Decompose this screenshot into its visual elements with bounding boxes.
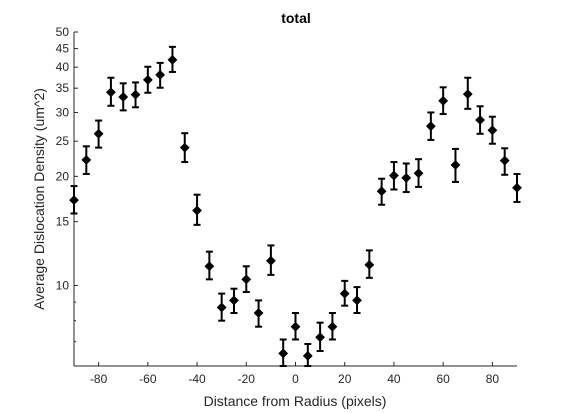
x-tick-label: -20 (238, 372, 256, 386)
data-point (302, 350, 313, 361)
data-point (204, 261, 215, 272)
data-point (364, 259, 375, 270)
data-point (401, 173, 412, 183)
data-point (69, 195, 79, 206)
y-tick-label: 30 (56, 105, 70, 119)
data-point (475, 115, 485, 125)
y-tick-label: 15 (56, 215, 70, 229)
data-point (327, 321, 338, 332)
y-tick-label: 25 (56, 134, 70, 148)
x-tick-label: -60 (139, 372, 157, 386)
data-point (241, 274, 252, 285)
data-point (499, 155, 510, 166)
y-tick-label: 10 (56, 279, 70, 293)
x-tick-label: 0 (292, 372, 299, 386)
data-point (462, 89, 473, 100)
x-axis-label: Distance from Radius (pixels) (204, 393, 387, 409)
data-point (425, 121, 436, 132)
data-point (192, 205, 202, 216)
data-point (229, 295, 239, 306)
y-tick-label: 20 (56, 169, 70, 183)
chart-title: total (281, 10, 311, 26)
data-point (142, 74, 153, 85)
data-point (179, 142, 190, 153)
y-axis-label: Average Dislocation Density (um^2) (31, 88, 47, 310)
data-point (167, 54, 178, 65)
data-point (130, 89, 141, 100)
data-point (376, 186, 387, 197)
data-point (315, 332, 326, 343)
data-point (118, 92, 129, 102)
data-point (487, 125, 498, 136)
x-tick-label: -40 (188, 372, 206, 386)
data-point (155, 69, 166, 80)
data-point (413, 168, 424, 179)
x-tick-label: -80 (90, 372, 108, 386)
data-point (106, 87, 116, 98)
data-point (438, 95, 449, 106)
data-point (389, 170, 399, 181)
data-point (450, 160, 461, 170)
data-point (93, 128, 104, 139)
x-tick-label: 60 (436, 372, 450, 386)
data-point (339, 288, 350, 299)
data-point (290, 321, 301, 332)
data-markers (69, 54, 522, 361)
data-point (278, 348, 289, 359)
y-tick-label: 40 (56, 60, 70, 74)
y-tick-label: 35 (56, 81, 70, 95)
data-point (512, 182, 522, 193)
data-point (352, 295, 362, 306)
data-point (216, 302, 227, 313)
y-tick-label: 50 (56, 25, 70, 39)
x-tick-label: 20 (338, 372, 352, 386)
x-tick-label: 40 (387, 372, 401, 386)
data-point (253, 308, 264, 318)
x-axis: -80 -60 -40 -20 0 20 40 60 80 (74, 362, 517, 386)
y-tick-label: 45 (56, 42, 70, 56)
x-tick-label: 80 (486, 372, 500, 386)
data-point (81, 154, 92, 165)
data-point (265, 255, 276, 266)
